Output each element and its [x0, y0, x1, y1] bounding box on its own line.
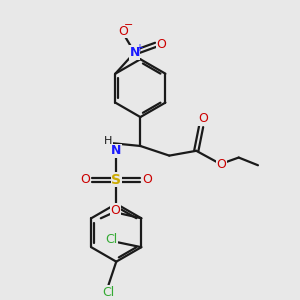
Text: Cl: Cl: [105, 233, 118, 246]
Text: O: O: [142, 173, 152, 186]
Text: H: H: [104, 136, 113, 146]
Text: −: −: [124, 20, 134, 31]
Text: O: O: [118, 25, 128, 38]
Text: +: +: [135, 43, 143, 53]
Text: N: N: [111, 144, 122, 157]
Text: Cl: Cl: [102, 286, 115, 299]
Text: O: O: [198, 112, 208, 125]
Text: O: O: [157, 38, 166, 51]
Text: O: O: [80, 173, 90, 186]
Text: O: O: [216, 158, 226, 171]
Text: O: O: [110, 204, 120, 217]
Text: S: S: [111, 173, 121, 187]
Text: N: N: [129, 46, 140, 59]
